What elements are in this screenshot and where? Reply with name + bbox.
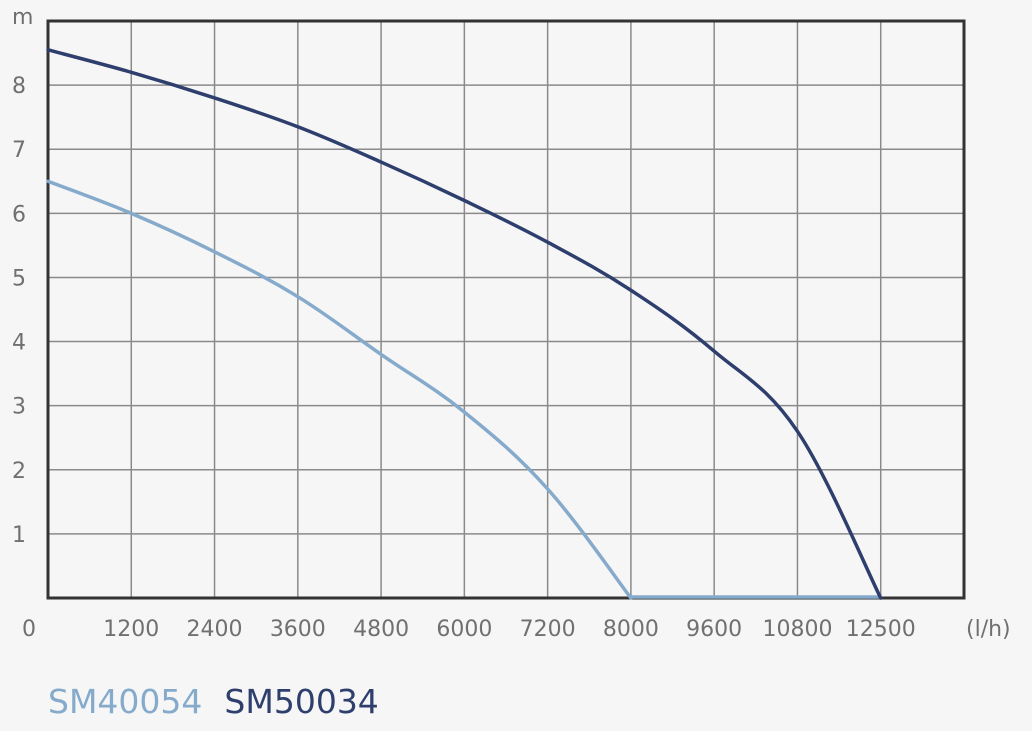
y-tick-label: 2 <box>12 459 26 484</box>
x-tick-label: 8000 <box>603 617 659 642</box>
x-tick-label: 2400 <box>187 617 243 642</box>
y-tick-label: 4 <box>12 331 26 356</box>
x-tick-label: 9600 <box>686 617 742 642</box>
x-tick-label: 4800 <box>353 617 409 642</box>
series-line-sm50034 <box>46 48 883 600</box>
plot-frame <box>46 19 966 600</box>
series-lines <box>46 48 883 600</box>
x-axis-label: (l/h) <box>966 617 1011 642</box>
y-tick-labels: 1 2 3 4 5 6 7 8 <box>12 74 26 548</box>
x-tick-label: 7200 <box>520 617 576 642</box>
y-tick-label: 6 <box>12 202 26 227</box>
x-tick-label: 1200 <box>103 617 159 642</box>
y-tick-label: 8 <box>12 74 26 99</box>
y-tick-label: 3 <box>12 395 26 420</box>
y-axis-label: m <box>12 5 33 30</box>
plot-border <box>46 19 966 600</box>
legend-item-sm50034: SM50034 <box>224 682 379 721</box>
grid-lines <box>48 21 964 598</box>
x-tick-label: 6000 <box>436 617 492 642</box>
pump-curve-chart: 1 2 3 4 5 6 7 8 0 1200 2400 3600 4800 6000 7200 8000 96… <box>12 5 1011 642</box>
x-tick-label: 12500 <box>846 617 916 642</box>
legend-item-sm40054: SM40054 <box>48 682 203 721</box>
x-tick-labels: 0 1200 2400 3600 4800 6000 7200 8000 9600 10800 12… <box>22 617 916 642</box>
x-tick-label: 10800 <box>762 617 832 642</box>
y-tick-label: 7 <box>12 138 26 163</box>
y-tick-label: 1 <box>12 523 26 548</box>
chart-legend: SM40054 SM50034 <box>48 682 401 721</box>
series-line-sm40054 <box>46 179 633 600</box>
x-tick-label: 0 <box>22 617 36 642</box>
x-tick-label: 3600 <box>270 617 326 642</box>
y-tick-label: 5 <box>12 266 26 291</box>
